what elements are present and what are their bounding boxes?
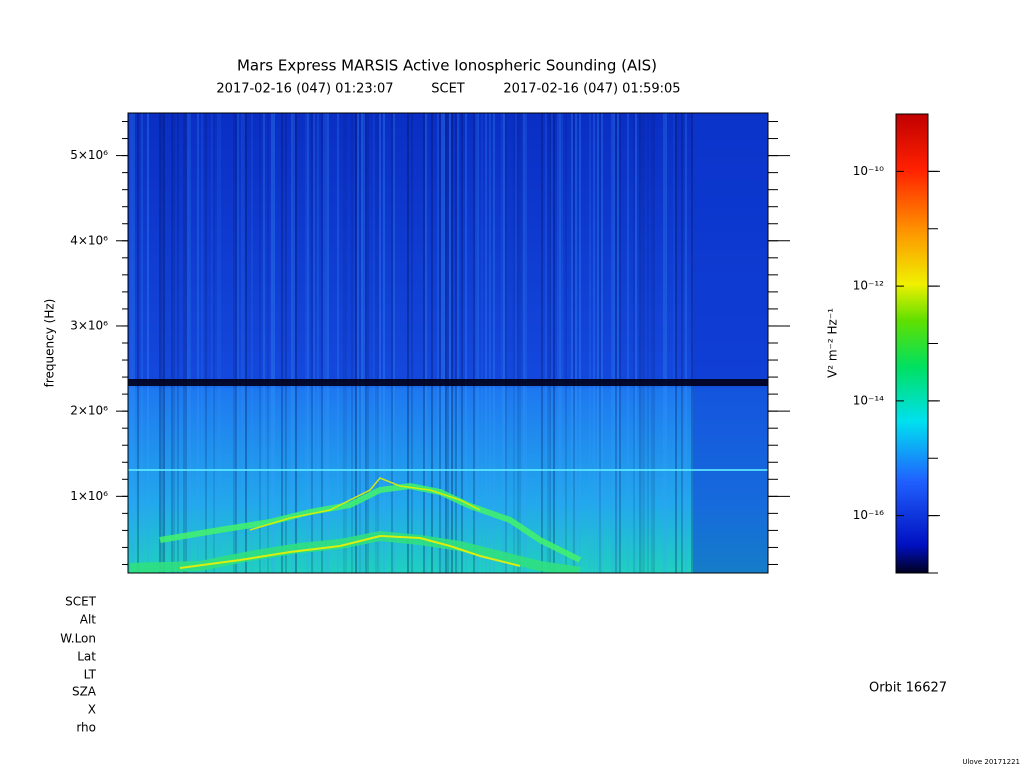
ephemeris-row-label: W.Lon [60,632,96,646]
texture-curve [249,477,481,531]
texture-curve [159,482,582,563]
texture-band [128,379,768,386]
colorbar-tick-label: 10⁻¹⁰ [853,164,884,178]
colorbar-tick-label: 10⁻¹⁴ [853,393,884,407]
colorbar-tick-label: 10⁻¹⁶ [853,508,884,522]
ephemeris-row-label: X [88,703,96,717]
credit: Ulove 20171221 [962,758,1020,766]
y-tick-label: 5×10⁶ [70,148,108,162]
y-tick-label: 1×10⁶ [70,489,108,503]
texture-curve [179,534,521,569]
plot-frame [127,112,769,574]
subtitle-start: 2017-02-16 (047) 01:23:07 [216,82,393,97]
y-tick-label: 2×10⁶ [70,404,108,418]
subtitle-frame: SCET [431,82,465,97]
y-tick-label: 4×10⁶ [70,233,108,247]
y-tick-label: 3×10⁶ [70,318,108,332]
y-axis-label: frequency (Hz) [43,299,57,388]
ephemeris-row-label: SZA [72,685,97,699]
chart-title: Mars Express MARSIS Active Ionospheric S… [237,57,657,75]
texture-block [693,113,768,573]
colorbar [895,113,929,574]
spectrogram [128,113,768,573]
colorbar-tick-label: 10⁻¹² [853,279,884,293]
ephemeris-row-label: SCET [65,595,97,609]
colorbar-label: V² m⁻² Hz⁻¹ [826,308,840,378]
subtitle-end: 2017-02-16 (047) 01:59:05 [503,82,680,97]
ephemeris-row-label: rho [76,721,96,735]
ephemeris-row-label: Lat [77,650,96,664]
orbit-label: Orbit 16627 [869,681,947,696]
ephemeris-row-label: LT [84,668,97,682]
ephemeris-row-label: Alt [80,613,97,627]
